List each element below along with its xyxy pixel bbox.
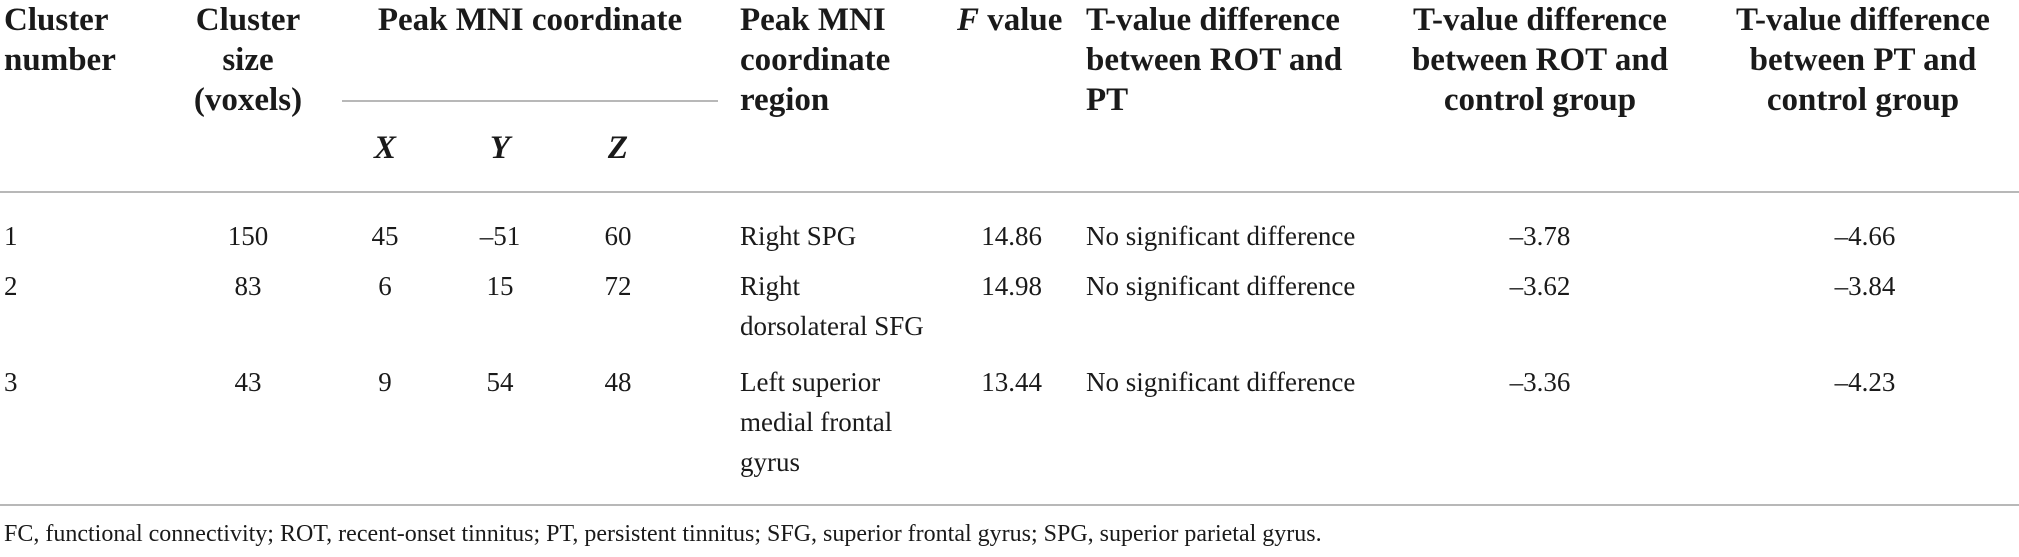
cell-z: 60 [604,221,632,251]
header-t-rot-pt-line2: between ROT and [1086,42,1343,78]
cell-t-rot-pt: No significant difference [1086,367,1356,397]
cell-t-pt-ctrl: –4.66 [1834,221,1896,251]
header-t-rot-pt-line3: PT [1086,82,1129,118]
cell-cluster-size: 43 [234,367,262,397]
cell-x: 6 [378,271,392,301]
cell-t-rot-ctrl: –3.78 [1509,221,1571,251]
cell-x: 45 [371,221,399,251]
header-cluster-size-line1: Cluster [195,2,301,38]
cell-t-rot-ctrl: –3.62 [1509,271,1571,301]
header-z: Z [607,130,629,166]
header-cluster-size: Cluster size (voxels) [178,0,318,120]
cell-t-pt-ctrl: –4.23 [1834,367,1896,397]
cell-region-line1: Right [740,271,801,301]
cell-y: 54 [486,367,514,397]
header-t-pt-ctrl-line3: control group [1766,82,1960,118]
cell-t-rot-pt: No significant difference [1086,271,1356,301]
cell-f-value: 14.86 [981,221,1042,251]
cell-f-value: 13.44 [981,367,1042,397]
header-t-rot-ctrl: T-value difference between ROT and contr… [1385,0,1695,120]
header-region: Peak MNI coordinate region [740,0,890,120]
cell-cluster-number: 2 [4,271,18,301]
cell-t-rot-pt: No significant difference [1086,221,1356,251]
header-t-rot-pt-line1: T-value difference [1086,2,1340,38]
header-region-line2: coordinate [740,42,891,78]
cell-cluster-number: 3 [4,367,18,397]
cell-f-value: 14.98 [981,271,1042,301]
cell-region-line2: medial frontal [740,407,893,437]
cell-region: Left superior medial frontal gyrus [740,362,892,482]
header-t-pt-ctrl: T-value difference between PT and contro… [1710,0,2016,120]
cell-cluster-size: 83 [234,271,262,301]
cell-z: 48 [604,367,632,397]
header-cluster-size-line2: size [222,42,274,78]
cell-region: Right dorsolateral SFG [740,266,924,346]
header-t-rot-pt: T-value difference between ROT and PT [1086,0,1342,120]
header-t-pt-ctrl-line1: T-value difference [1736,2,1990,38]
cell-cluster-size: 150 [227,221,269,251]
cell-region-line1: Left superior [740,367,881,397]
cell-t-pt-ctrl: –3.84 [1834,271,1896,301]
cell-y: 15 [486,271,514,301]
cell-region-line2: dorsolateral SFG [740,311,924,341]
header-f-word: value [979,2,1063,38]
header-region-line1: Peak MNI [740,2,886,38]
cell-region-line1: Right SPG [740,221,857,251]
header-f-letter: F [957,2,980,38]
header-cluster-number-line1: Cluster [4,2,109,38]
table-bottom-rule [0,504,2019,506]
cell-region: Right SPG [740,216,856,256]
cell-cluster-number: 1 [4,221,18,251]
header-t-rot-ctrl-line3: control group [1443,82,1637,118]
cell-t-rot-ctrl: –3.36 [1509,367,1571,397]
cell-z: 72 [604,271,632,301]
header-x: X [373,130,396,166]
cell-x: 9 [378,367,392,397]
header-cluster-size-line3: (voxels) [193,82,303,118]
header-t-rot-ctrl-line1: T-value difference [1413,2,1667,38]
header-t-pt-ctrl-line2: between PT and [1749,42,1977,78]
header-cluster-number-line2: number [4,42,116,78]
header-peak-mni: Peak MNI coordinate [377,2,683,38]
peak-mni-subheader-rule [342,100,718,102]
header-t-rot-ctrl-line2: between ROT and [1411,42,1669,78]
header-y: Y [489,130,511,166]
header-f-value: F value [957,0,1062,40]
table-footnote: FC, functional connectivity; ROT, recent… [4,521,1322,547]
cell-region-line3: gyrus [740,447,800,477]
header-cluster-number: Cluster number [4,0,116,80]
cell-y: –51 [479,221,521,251]
header-region-line3: region [740,82,830,118]
header-bottom-rule [0,191,2019,193]
